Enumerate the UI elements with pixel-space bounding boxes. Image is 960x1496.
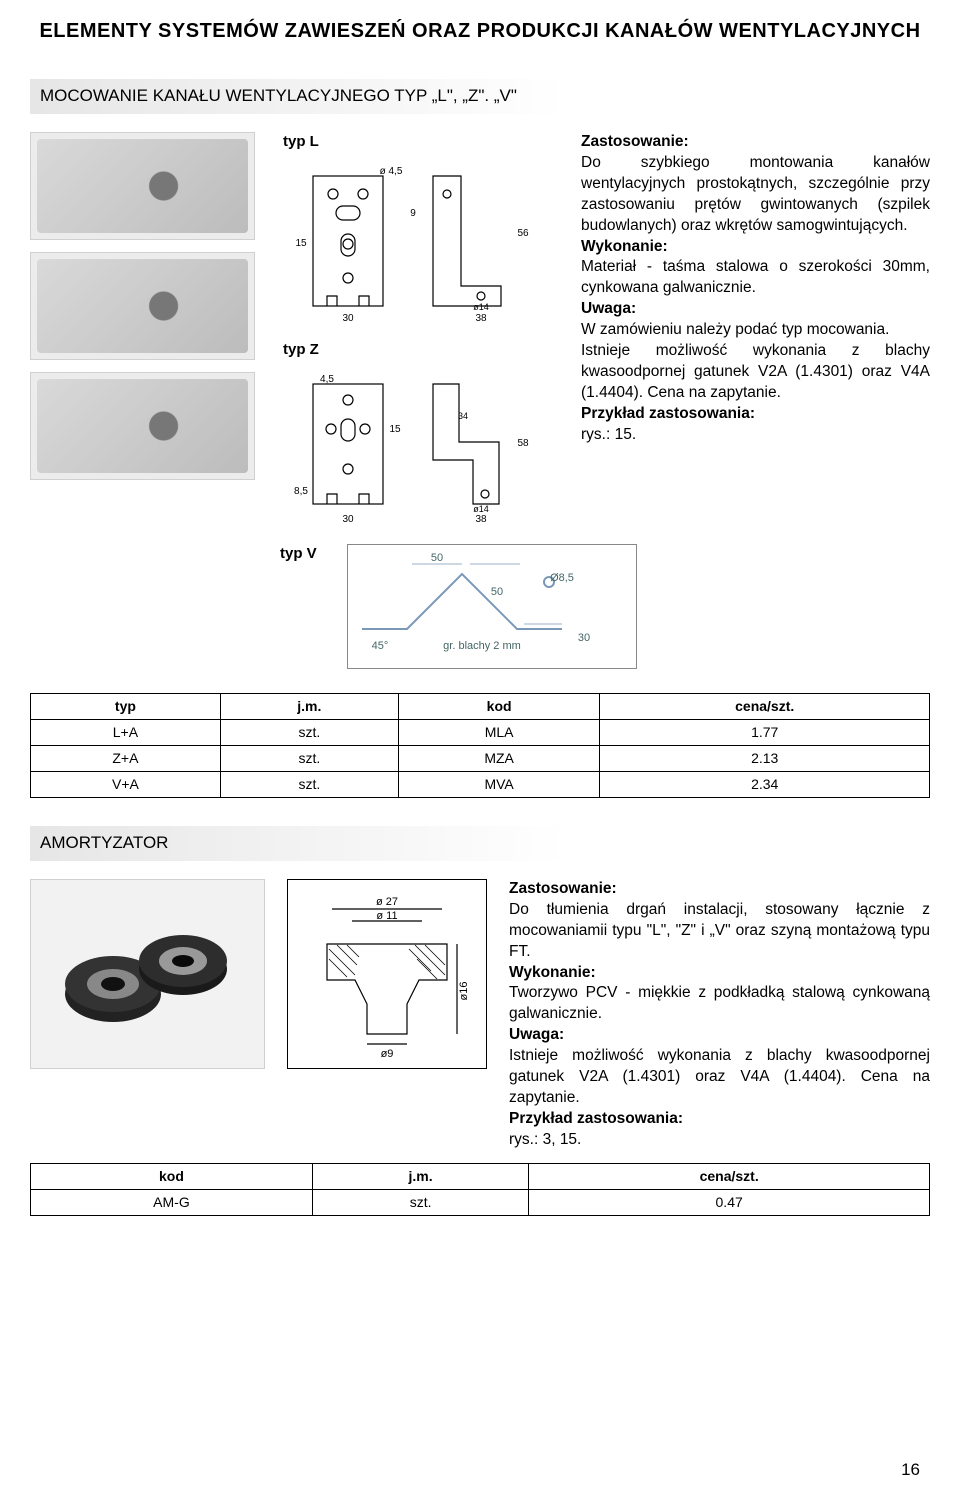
svg-text:50: 50 (491, 586, 503, 598)
desc2-h4: Przykład zastosowania: (509, 1110, 683, 1127)
svg-text:34: 34 (458, 411, 468, 421)
svg-text:45°: 45° (371, 640, 388, 652)
svg-text:30: 30 (342, 514, 354, 525)
label-typ-z: typ Z (283, 340, 319, 360)
svg-text:gr. blachy 2 mm: gr. blachy 2 mm (443, 640, 521, 652)
desc1-p5: rys.: 15. (581, 426, 636, 443)
svg-text:38: 38 (475, 514, 487, 525)
desc2-h3: Uwaga: (509, 1026, 564, 1043)
table-row: V+A szt. MVA 2.34 (31, 772, 930, 798)
svg-text:30: 30 (578, 632, 590, 644)
label-typ-l: typ L (283, 132, 319, 152)
section1-description: Zastosowanie: Do szybkiego montowania ka… (581, 132, 930, 535)
svg-text:ø 27: ø 27 (376, 896, 398, 908)
desc1-p2: Materiał - taśma stalowa o szerokości 30… (581, 258, 930, 296)
table-row: Z+A szt. MZA 2.13 (31, 746, 930, 772)
svg-text:ø 11: ø 11 (376, 910, 397, 922)
desc1-h1: Zastosowanie: (581, 133, 689, 150)
page-number: 16 (901, 1459, 920, 1482)
desc1-p3: W zamówieniu należy podać typ mocowania. (581, 321, 889, 338)
svg-text:30: 30 (342, 313, 354, 324)
t1-h3: cena/szt. (600, 694, 930, 720)
svg-text:ø16: ø16 (458, 981, 470, 1000)
desc1-p4: Istnieje możliwość wykonania z blachy kw… (581, 342, 930, 401)
svg-text:58: 58 (517, 438, 529, 449)
t1-h0: typ (31, 694, 221, 720)
photo-typ-v (30, 372, 255, 480)
desc2-p1: Do tłumienia drgań instalacji, stosowany… (509, 901, 930, 960)
drawing-typ-v: 50 50 Ø8,5 45° gr. blachy 2 mm 30 (347, 544, 637, 669)
svg-text:ø14: ø14 (473, 504, 489, 514)
desc1-h2: Wykonanie: (581, 238, 668, 255)
desc2-h2: Wykonanie: (509, 964, 596, 981)
svg-text:ø9: ø9 (381, 1048, 394, 1059)
desc1-h3: Uwaga: (581, 300, 636, 317)
t2-h0: kod (31, 1163, 313, 1189)
label-typ-v: typ V (280, 544, 317, 564)
t2-h1: j.m. (312, 1163, 528, 1189)
desc1-h4: Przykład zastosowania: (581, 405, 755, 422)
desc2-p2: Tworzywo PCV - miękkie z podkładką stalo… (509, 984, 930, 1022)
photo-amortyzator (30, 879, 265, 1069)
table-row: AM-G szt. 0.47 (31, 1189, 930, 1215)
section1-table: typ j.m. kod cena/szt. L+A szt. MLA 1.77… (30, 693, 930, 798)
svg-text:15: 15 (389, 424, 401, 435)
t2-h2: cena/szt. (529, 1163, 930, 1189)
svg-text:8,5: 8,5 (294, 486, 308, 497)
t1-h2: kod (398, 694, 600, 720)
svg-text:ø14: ø14 (473, 302, 489, 312)
drawing-typ-l: ø 4,5 30 15 9 56 38 ø14 (283, 166, 543, 326)
photo-typ-l (30, 132, 255, 240)
svg-text:9: 9 (410, 208, 416, 219)
svg-text:4,5: 4,5 (320, 374, 334, 385)
section1-heading: MOCOWANIE KANAŁU WENTYLACYJNEGO TYP „L",… (30, 79, 660, 114)
desc2-p4: rys.: 3, 15. (509, 1131, 581, 1148)
photo-typ-z (30, 252, 255, 360)
section2-description: Zastosowanie: Do tłumienia drgań instala… (509, 879, 930, 1151)
section2-table: kod j.m. cena/szt. AM-G szt. 0.47 (30, 1163, 930, 1216)
svg-text:15: 15 (295, 238, 307, 249)
desc2-h1: Zastosowanie: (509, 880, 617, 897)
section1-photo-column (30, 132, 265, 535)
svg-text:Ø8,5: Ø8,5 (550, 572, 574, 584)
drawing-typ-z: 4,5 30 8,5 15 34 58 38 ø14 (283, 374, 543, 534)
svg-text:56: 56 (517, 228, 529, 239)
table-row: L+A szt. MLA 1.77 (31, 720, 930, 746)
desc1-p1: Do szybkiego montowania kanałów wentylac… (581, 154, 930, 234)
section2-heading: AMORTYZATOR (30, 826, 660, 861)
page-title: ELEMENTY SYSTEMÓW ZAWIESZEŃ ORAZ PRODUKC… (30, 18, 930, 45)
svg-text:ø 4,5: ø 4,5 (380, 166, 403, 177)
drawing-amortyzator: ø 27 ø 11 ø9 ø16 (287, 879, 487, 1069)
section1-drawing-column: typ L ø 4,5 (283, 132, 563, 535)
svg-text:50: 50 (431, 552, 443, 564)
desc2-p3: Istnieje możliwość wykonania z blachy kw… (509, 1047, 930, 1106)
t1-h1: j.m. (220, 694, 398, 720)
svg-text:38: 38 (475, 313, 487, 324)
